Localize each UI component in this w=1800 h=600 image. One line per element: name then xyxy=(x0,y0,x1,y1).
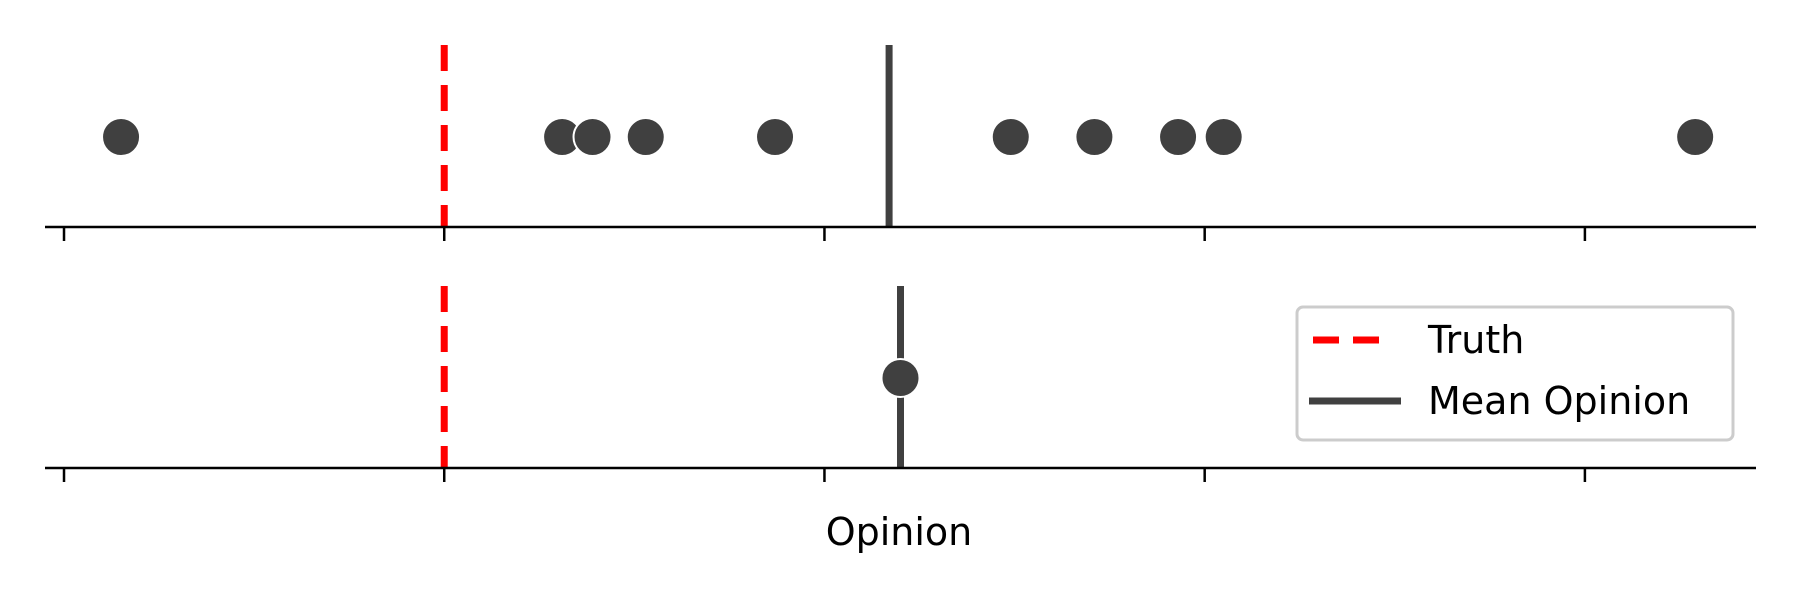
opinion-point xyxy=(755,117,796,157)
opinion-point xyxy=(1203,117,1244,157)
opinion-point xyxy=(1158,117,1199,157)
opinion-point xyxy=(1675,117,1716,157)
opinion-point xyxy=(572,117,613,157)
panel-aggregate-opinion xyxy=(45,286,1756,482)
legend-mean-opinion-label: Mean Opinion xyxy=(1428,379,1690,423)
x-axis-title: Opinion xyxy=(826,510,973,554)
opinion-point xyxy=(990,117,1031,157)
panel-individual-opinions xyxy=(45,45,1756,241)
legend: Truth Mean Opinion xyxy=(1295,305,1735,442)
legend-frame xyxy=(1295,305,1735,442)
legend-truth-label: Truth xyxy=(1427,318,1524,362)
opinion-point xyxy=(101,117,142,157)
opinion-point xyxy=(625,117,666,157)
opinion-point xyxy=(880,358,921,398)
opinion-point xyxy=(1074,117,1115,157)
